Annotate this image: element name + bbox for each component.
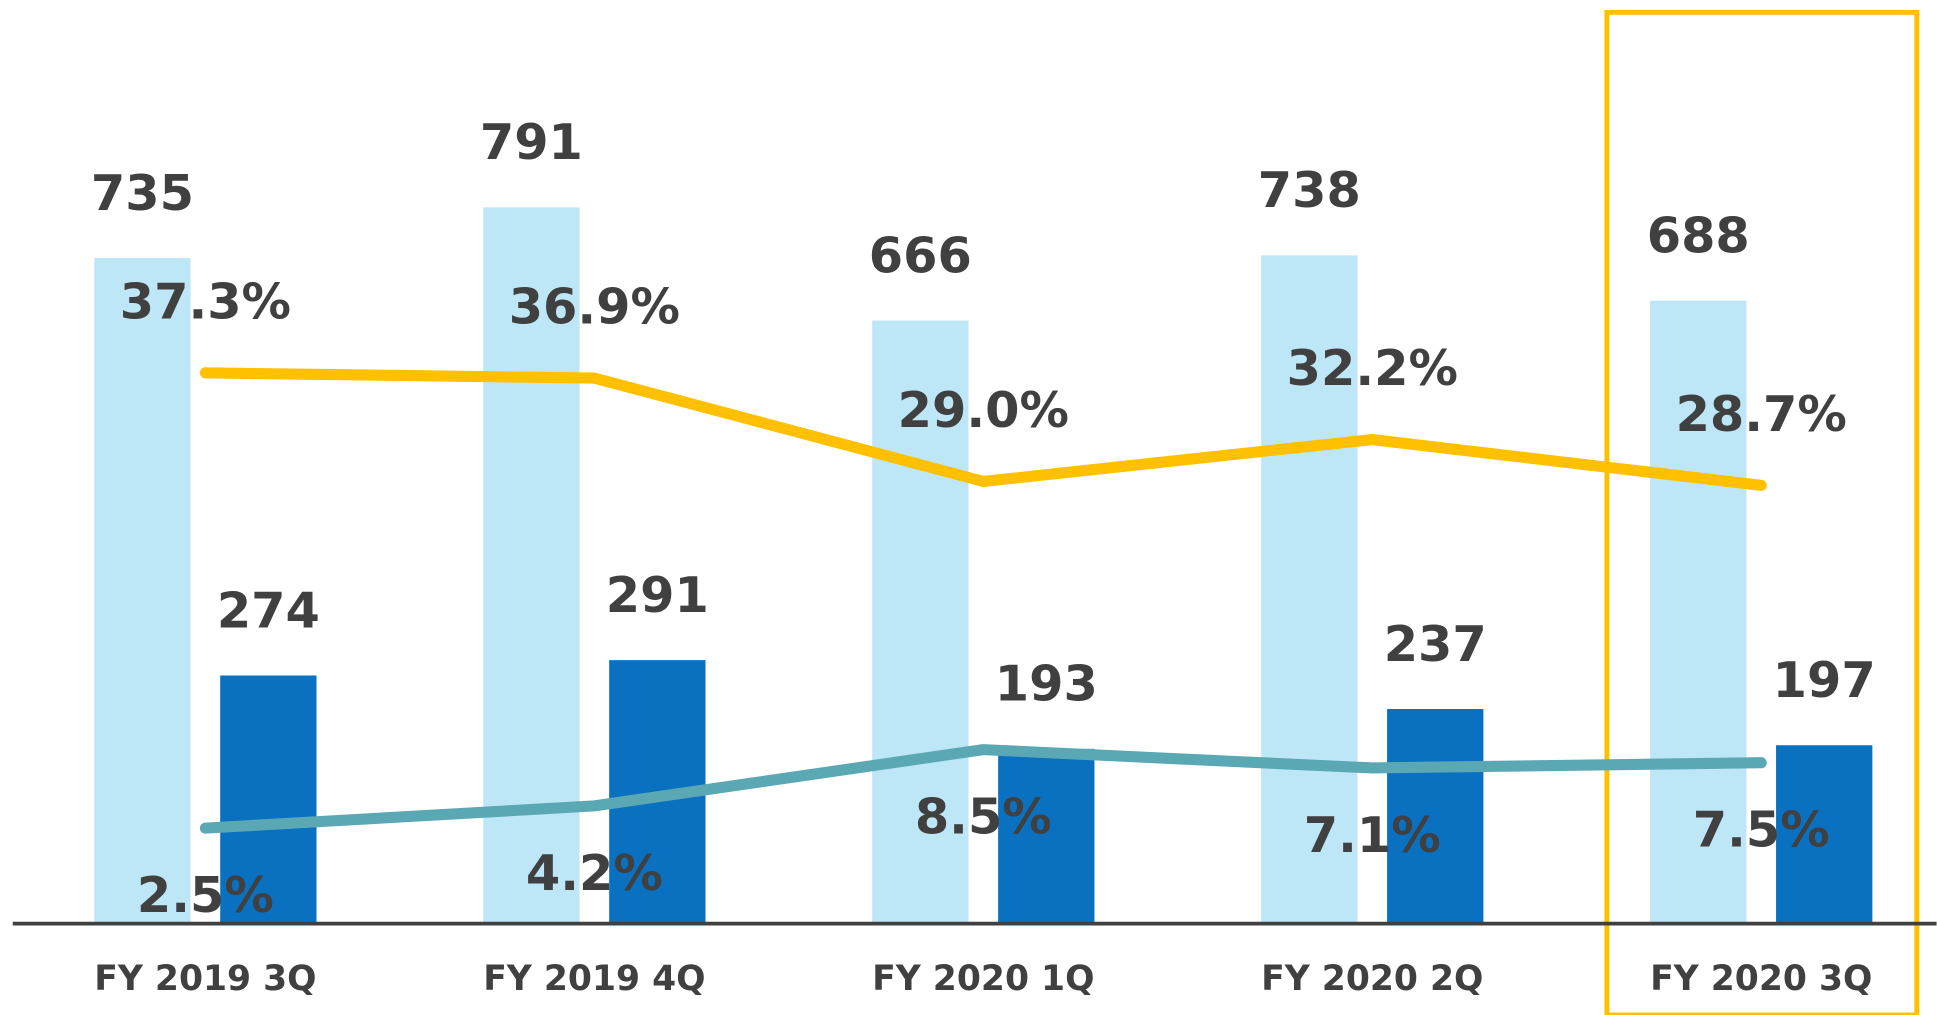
line [199, 744, 1767, 834]
line-value-label: 32.2% [1287, 339, 1458, 397]
line-value-label: 37.3% [120, 272, 291, 330]
labels: FY 2019 3Q FY 2019 4Q FY 2020 1Q FY 2020 2Q… [91, 113, 1876, 999]
bar [1650, 300, 1747, 924]
bar-value-label: 193 [995, 655, 1098, 713]
bar-value-label: 237 [1384, 615, 1487, 673]
line [199, 367, 1767, 491]
bar [998, 748, 1095, 924]
line-value-label: 2.5% [137, 866, 274, 924]
bar [1261, 255, 1358, 924]
highlight-box [1604, 9, 1920, 1015]
bar [220, 675, 317, 924]
line-value-label: 8.5% [915, 788, 1052, 846]
line-value-label: 7.1% [1304, 806, 1441, 864]
line-value-label: 4.2% [526, 844, 663, 902]
bar [94, 258, 191, 924]
bar-value-label: 197 [1773, 651, 1876, 709]
line-value-label: 28.7% [1676, 385, 1847, 443]
bar [1776, 745, 1873, 924]
bar [872, 320, 969, 924]
bar-value-label: 688 [1647, 206, 1750, 264]
plot [94, 207, 1873, 924]
bar [1387, 709, 1484, 924]
line-value-label: 7.5% [1693, 801, 1830, 859]
x-tick-label: FY 2020 1Q [872, 959, 1094, 999]
x-tick-label: FY 2020 3Q [1650, 959, 1872, 999]
x-tick-label: FY 2019 3Q [94, 959, 316, 999]
bar-value-label: 791 [480, 113, 583, 171]
line-value-label: 29.0% [898, 381, 1069, 439]
bar-value-label: 666 [869, 226, 972, 284]
line-value-label: 36.9% [509, 278, 680, 336]
bar-value-label: 738 [1258, 161, 1361, 219]
bar-value-label: 291 [606, 566, 709, 624]
x-tick-label: FY 2020 2Q [1261, 959, 1483, 999]
bar-value-label: 274 [217, 581, 320, 639]
x-tick-label: FY 2019 4Q [483, 959, 705, 999]
bar-value-label: 735 [91, 164, 194, 222]
